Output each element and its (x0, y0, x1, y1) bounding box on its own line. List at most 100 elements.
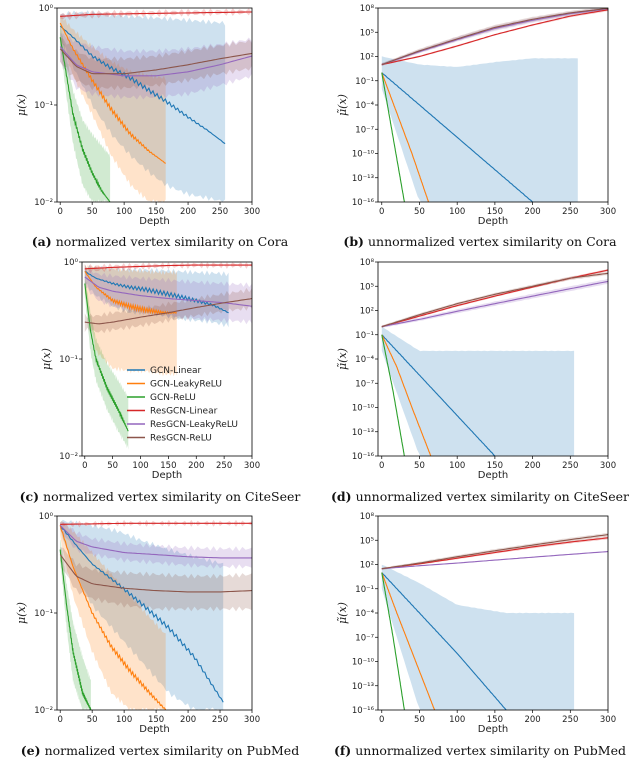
plot-area (381, 8, 608, 202)
line-ResGCN-ReLU (59, 554, 252, 593)
line-GCN-LeakyReLU (84, 271, 177, 316)
x-tick-label: 0 (57, 715, 62, 725)
y-tick-label: 10⁻¹³ (352, 428, 374, 438)
x-tick-label: 200 (180, 207, 196, 217)
y-tick-label: 10⁻⁷ (355, 379, 374, 389)
caption-d: (d) unnormalized vertex similarity on Cit… (331, 489, 629, 504)
y-tick-label: 10² (360, 307, 374, 317)
y-tick-label: 10⁻¹⁰ (352, 658, 375, 668)
line-GCN-ReLU (381, 572, 405, 710)
x-tick-label: 300 (600, 715, 616, 725)
x-tick-label: 200 (188, 461, 204, 471)
x-tick-label: 0 (57, 207, 62, 217)
y-tick-label: 10⁻⁴ (355, 101, 374, 111)
x-tick-label: 150 (487, 207, 503, 217)
x-tick-label: 150 (148, 207, 164, 217)
band-GCN-LeakyReLU (60, 14, 166, 202)
chart-panel-f: 0 50 100 150 200 250 300 10⁸ 10⁵ 10² 10⁻¹ 10⁻⁴ 10⁻⁷ 1… (336, 512, 616, 735)
y-tick-label: 10⁻¹ (355, 77, 374, 87)
x-axis-label: Depth (139, 724, 169, 735)
band-ResGCN-ReLU (381, 271, 608, 328)
band-GCN-LeakyReLU (60, 520, 166, 710)
y-tick-label: 10⁻¹ (34, 609, 53, 619)
x-tick-label: 200 (524, 461, 540, 471)
line-ResGCN-Linear (60, 522, 252, 525)
y-tick-label: 10⁸ (360, 512, 375, 522)
legend-label: ResGCN-Linear (150, 407, 218, 417)
line-GCN-ReLU (59, 549, 92, 710)
x-tick-label: 250 (562, 207, 578, 217)
plot-area (381, 268, 608, 456)
band-GCN-Linear (381, 564, 575, 710)
x-tick-label: 300 (600, 207, 616, 217)
line-GCN-Linear (59, 25, 226, 145)
x-tick-label: 300 (244, 207, 260, 217)
line-GCN-ReLU (84, 283, 129, 432)
y-tick-label: 10⁻¹³ (352, 682, 374, 692)
line-ResGCN-LeakyReLU (59, 525, 252, 559)
caption-c: (c) normalized vertex similarity on CiteS… (19, 489, 301, 504)
legend-label: GCN-ReLU (150, 393, 196, 403)
x-tick-label: 100 (132, 461, 148, 471)
y-axis-label: μ̃(x) (336, 602, 349, 624)
y-axis-label: μ̃(x) (336, 94, 349, 116)
x-tick-label: 50 (414, 207, 425, 217)
band-GCN-ReLU (60, 539, 91, 710)
y-tick-label: 10⁻² (34, 198, 53, 208)
y-axis-label: μ(x) (15, 94, 28, 116)
chart-panel-d: 0 50 100 150 200 250 300 10⁸ 10⁵ 10² 10⁻¹ 10⁻⁴ 10⁻⁷ 1… (336, 258, 616, 481)
y-tick-label: 10⁸ (360, 4, 375, 14)
line-GCN-LeakyReLU (59, 22, 166, 164)
x-tick-label: 50 (87, 207, 98, 217)
line-GCN-Linear (381, 334, 496, 456)
x-tick-label: 150 (148, 715, 164, 725)
line-ResGCN-Linear (381, 537, 608, 570)
plot-area (84, 262, 252, 450)
y-axis-label: μ̃(x) (336, 348, 349, 370)
legend: GCN-Linear GCN-LeakyReLU GCN-ReLU ResGCN-Li… (127, 366, 238, 444)
line-GCN-Linear (381, 572, 507, 710)
x-tick-label: 250 (216, 461, 232, 471)
line-GCN-Linear (381, 72, 533, 202)
x-tick-label: 100 (449, 207, 465, 217)
x-axis-label: Depth (152, 470, 182, 481)
x-tick-label: 200 (524, 207, 540, 217)
x-tick-label: 100 (449, 461, 465, 471)
line-GCN-ReLU (59, 37, 111, 202)
legend-label: GCN-Linear (150, 366, 202, 376)
x-axis-label: Depth (478, 724, 508, 735)
chart-panel-b: 0 50 100 150 200 250 300 10⁸ 10⁵ 10² 10⁻¹ 10⁻⁴ 10⁻⁷ 1… (336, 4, 616, 227)
y-tick-label: 10⁵ (360, 28, 374, 38)
y-tick-label: 10⁻¹ (59, 355, 78, 365)
y-tick-label: 10⁻¹ (355, 331, 374, 341)
band-GCN-Linear (60, 10, 226, 202)
x-tick-label: 100 (116, 715, 132, 725)
band-GCN-ReLU (60, 26, 111, 202)
y-tick-label: 10⁻¹⁰ (352, 404, 375, 414)
x-tick-label: 250 (212, 207, 228, 217)
y-tick-label: 10⁻¹³ (352, 174, 374, 184)
x-axis-label: Depth (139, 216, 169, 227)
plot-area (381, 533, 608, 710)
line-ResGCN-ReLU (381, 272, 608, 328)
legend-label: ResGCN-ReLU (150, 434, 212, 444)
line-GCN-LeakyReLU (381, 572, 436, 710)
band-ResGCN-Linear (381, 268, 608, 328)
x-tick-label: 300 (244, 715, 260, 725)
line-ResGCN-LeakyReLU (381, 8, 608, 66)
y-tick-label: 10⁻¹⁶ (352, 452, 375, 462)
x-tick-label: 0 (82, 461, 87, 471)
y-tick-label: 10⁵ (360, 536, 374, 546)
x-tick-label: 0 (379, 715, 384, 725)
line-GCN-LeakyReLU (59, 525, 167, 710)
x-axis-label: Depth (478, 216, 508, 227)
band-ResGCN-Linear (60, 8, 252, 21)
x-tick-label: 0 (379, 207, 384, 217)
y-tick-label: 10² (360, 53, 374, 63)
x-tick-label: 150 (160, 461, 176, 471)
y-tick-label: 10⁻² (34, 706, 53, 716)
band-GCN-Linear (381, 56, 578, 202)
x-tick-label: 250 (212, 715, 228, 725)
band-GCN-LeakyReLU (84, 264, 177, 377)
